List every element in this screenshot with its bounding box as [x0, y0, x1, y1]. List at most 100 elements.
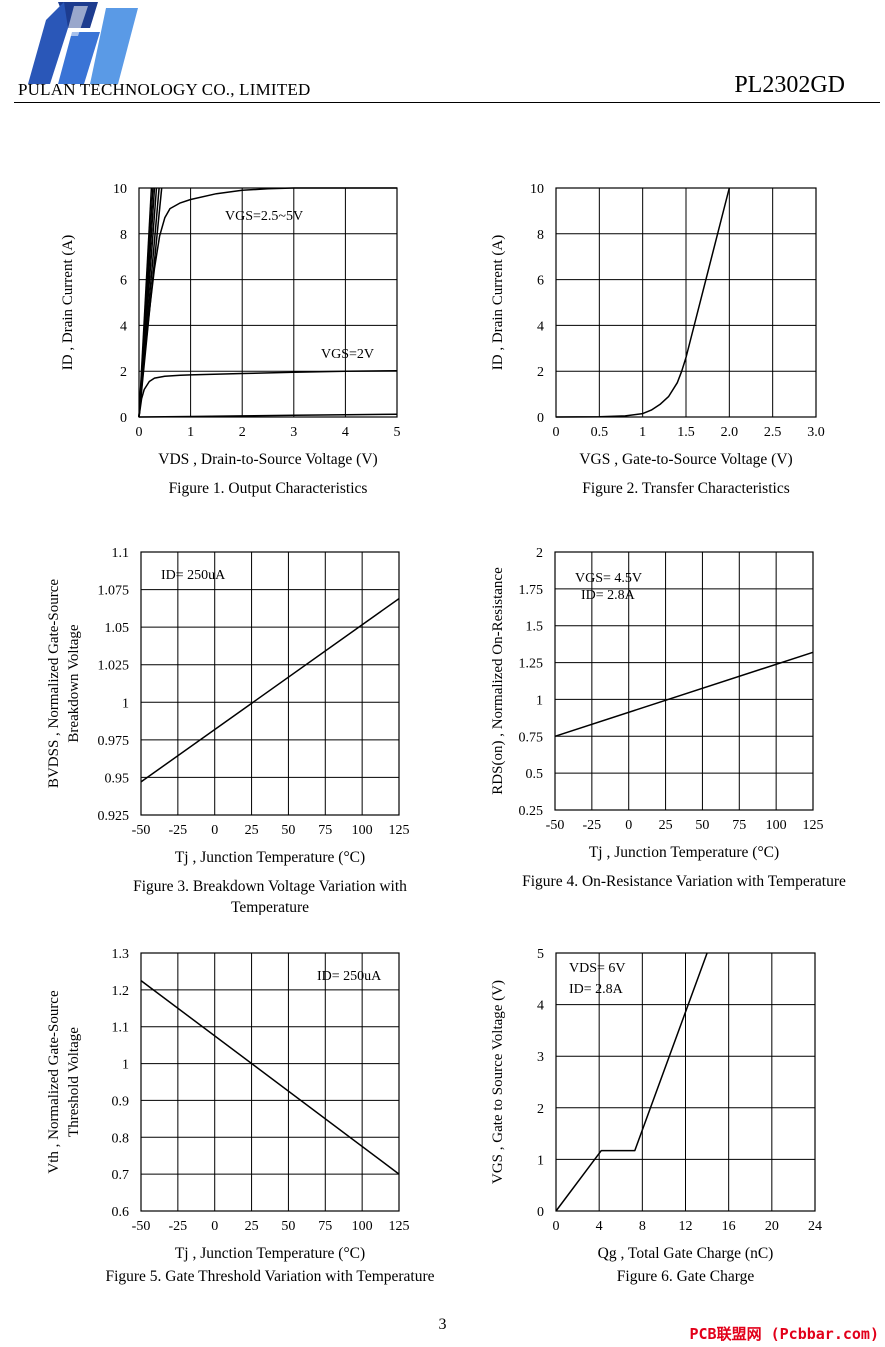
series-line [555, 952, 708, 1212]
y-tick-label: 0.7 [112, 1168, 130, 1183]
x-tick-label: 0 [553, 1219, 560, 1234]
grid [140, 551, 400, 816]
y-tick-label: 0.75 [519, 730, 544, 745]
x-tick-label: 25 [245, 823, 259, 838]
x-tick-label: -25 [169, 823, 188, 838]
y-tick-label: 0 [537, 411, 544, 426]
x-axis-label: Tj , Junction Temperature (°C) [589, 844, 779, 861]
x-tick-label: 100 [352, 1219, 373, 1234]
x-tick-label: 1 [187, 425, 194, 440]
x-tick-label: 0 [553, 425, 560, 440]
plot-frame [140, 952, 400, 1212]
part-number: PL2302GD [734, 72, 845, 98]
series-line [140, 980, 400, 1175]
x-tick-label: 2.0 [721, 425, 739, 440]
y-tick-label: 0.8 [112, 1131, 130, 1146]
series-line [138, 369, 398, 418]
chart-on-resistance: -50 -25 0 25 50 75 100 125 0.25 0.5 0.75 1 1.25 1.5 1.… [490, 546, 846, 890]
y-axis-label: Breakdown Voltage [66, 624, 82, 743]
x-tick-label: 2 [239, 425, 246, 440]
annotation: VGS= 4.5V [575, 571, 642, 586]
y-tick-label: 1.075 [98, 584, 130, 599]
series-line [138, 187, 153, 418]
x-tick-label: -25 [583, 818, 602, 833]
x-tick-label: 75 [732, 818, 746, 833]
x-tick-label: -50 [546, 818, 565, 833]
series-line [554, 651, 814, 738]
grid [554, 551, 814, 811]
x-tick-label: 3 [290, 425, 297, 440]
x-tick-label: 0 [625, 818, 632, 833]
x-tick-label: 125 [803, 818, 824, 833]
annotation: VGS=2V [321, 347, 374, 362]
y-tick-label: 3 [537, 1050, 544, 1065]
figure-caption: Figure 6. Gate Charge [617, 1268, 755, 1285]
y-tick-label: 4 [537, 999, 544, 1014]
annotation: VDS= 6V [569, 961, 626, 976]
y-tick-label: 1.2 [112, 984, 130, 999]
x-tick-label: 24 [808, 1219, 822, 1234]
y-tick-label: 2 [537, 1102, 544, 1117]
y-axis-label: ID , Drain Current (A) [490, 235, 506, 370]
y-tick-label: 1.3 [112, 947, 130, 962]
y-tick-label: 8 [120, 228, 127, 243]
x-tick-label: 1.5 [677, 425, 695, 440]
y-tick-label: 0 [120, 411, 127, 426]
chart-output-characteristics: 0 1 2 3 4 5 0 2 4 6 8 10 VGS=2.5~5V VGS=2V VDS , Drain… [60, 182, 401, 497]
y-tick-label: 0.925 [98, 809, 130, 824]
x-tick-label: 12 [679, 1219, 693, 1234]
x-axis-label: VGS , Gate-to-Source Voltage (V) [579, 451, 792, 468]
y-tick-label: 0.5 [526, 767, 544, 782]
y-tick-label: 1.025 [98, 659, 130, 674]
y-tick-label: 6 [537, 274, 544, 289]
series-line [140, 597, 400, 783]
x-tick-label: 4 [342, 425, 349, 440]
x-axis-label: VDS , Drain-to-Source Voltage (V) [158, 451, 377, 468]
plot-frame [555, 187, 817, 418]
y-tick-label: 2 [536, 546, 543, 561]
x-tick-label: 1 [639, 425, 646, 440]
y-tick-label: 0.6 [112, 1205, 130, 1220]
y-tick-label: 0 [537, 1205, 544, 1220]
y-axis-label: BVDSS , Normalized Gate-Source [46, 579, 62, 788]
annotation: ID= 250uA [317, 969, 382, 984]
x-tick-label: 0 [136, 425, 143, 440]
x-tick-label: 2.5 [764, 425, 782, 440]
y-tick-label: 1 [537, 1153, 544, 1168]
x-axis-label: Tj , Junction Temperature (°C) [175, 849, 365, 866]
page-number: 3 [438, 1316, 447, 1333]
y-tick-label: 10 [113, 182, 127, 197]
figure-caption: Figure 4. On-Resistance Variation with T… [522, 873, 846, 890]
x-tick-label: 3.0 [807, 425, 825, 440]
x-tick-label: -50 [132, 1219, 151, 1234]
x-axis-label: Qg , Total Gate Charge (nC) [598, 1245, 774, 1262]
y-tick-label: 1.25 [519, 657, 544, 672]
y-tick-label: 2 [120, 365, 127, 380]
grid [555, 952, 816, 1212]
y-tick-label: 1.1 [112, 546, 130, 561]
x-tick-label: 50 [281, 823, 295, 838]
company-logo [28, 2, 143, 89]
x-tick-label: 125 [389, 1219, 410, 1234]
y-tick-label: 0.9 [112, 1094, 130, 1109]
y-tick-label: 0.95 [105, 771, 130, 786]
x-tick-label: 8 [639, 1219, 646, 1234]
annotation: ID= 2.8A [581, 588, 636, 603]
x-tick-label: 75 [318, 1219, 332, 1234]
series-line [555, 187, 731, 418]
y-tick-label: 2 [537, 365, 544, 380]
y-tick-label: 1 [122, 1058, 129, 1073]
y-tick-label: 4 [120, 319, 127, 334]
y-tick-label: 5 [537, 947, 544, 962]
plot-frame [554, 551, 814, 811]
x-tick-label: 50 [281, 1219, 295, 1234]
x-tick-label: 0 [211, 823, 218, 838]
annotation: ID= 2.8A [569, 982, 624, 997]
x-tick-label: 75 [318, 823, 332, 838]
grid [140, 952, 400, 1212]
x-tick-label: 100 [766, 818, 787, 833]
x-axis-label: Tj , Junction Temperature (°C) [175, 1245, 365, 1262]
figure-caption: Figure 3. Breakdown Voltage Variation wi… [133, 878, 407, 895]
x-tick-label: 16 [722, 1219, 736, 1234]
